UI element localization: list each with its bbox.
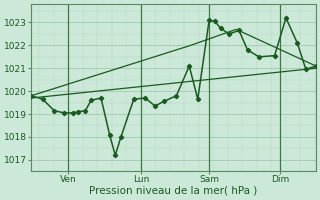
X-axis label: Pression niveau de la mer( hPa ): Pression niveau de la mer( hPa ): [90, 186, 258, 196]
